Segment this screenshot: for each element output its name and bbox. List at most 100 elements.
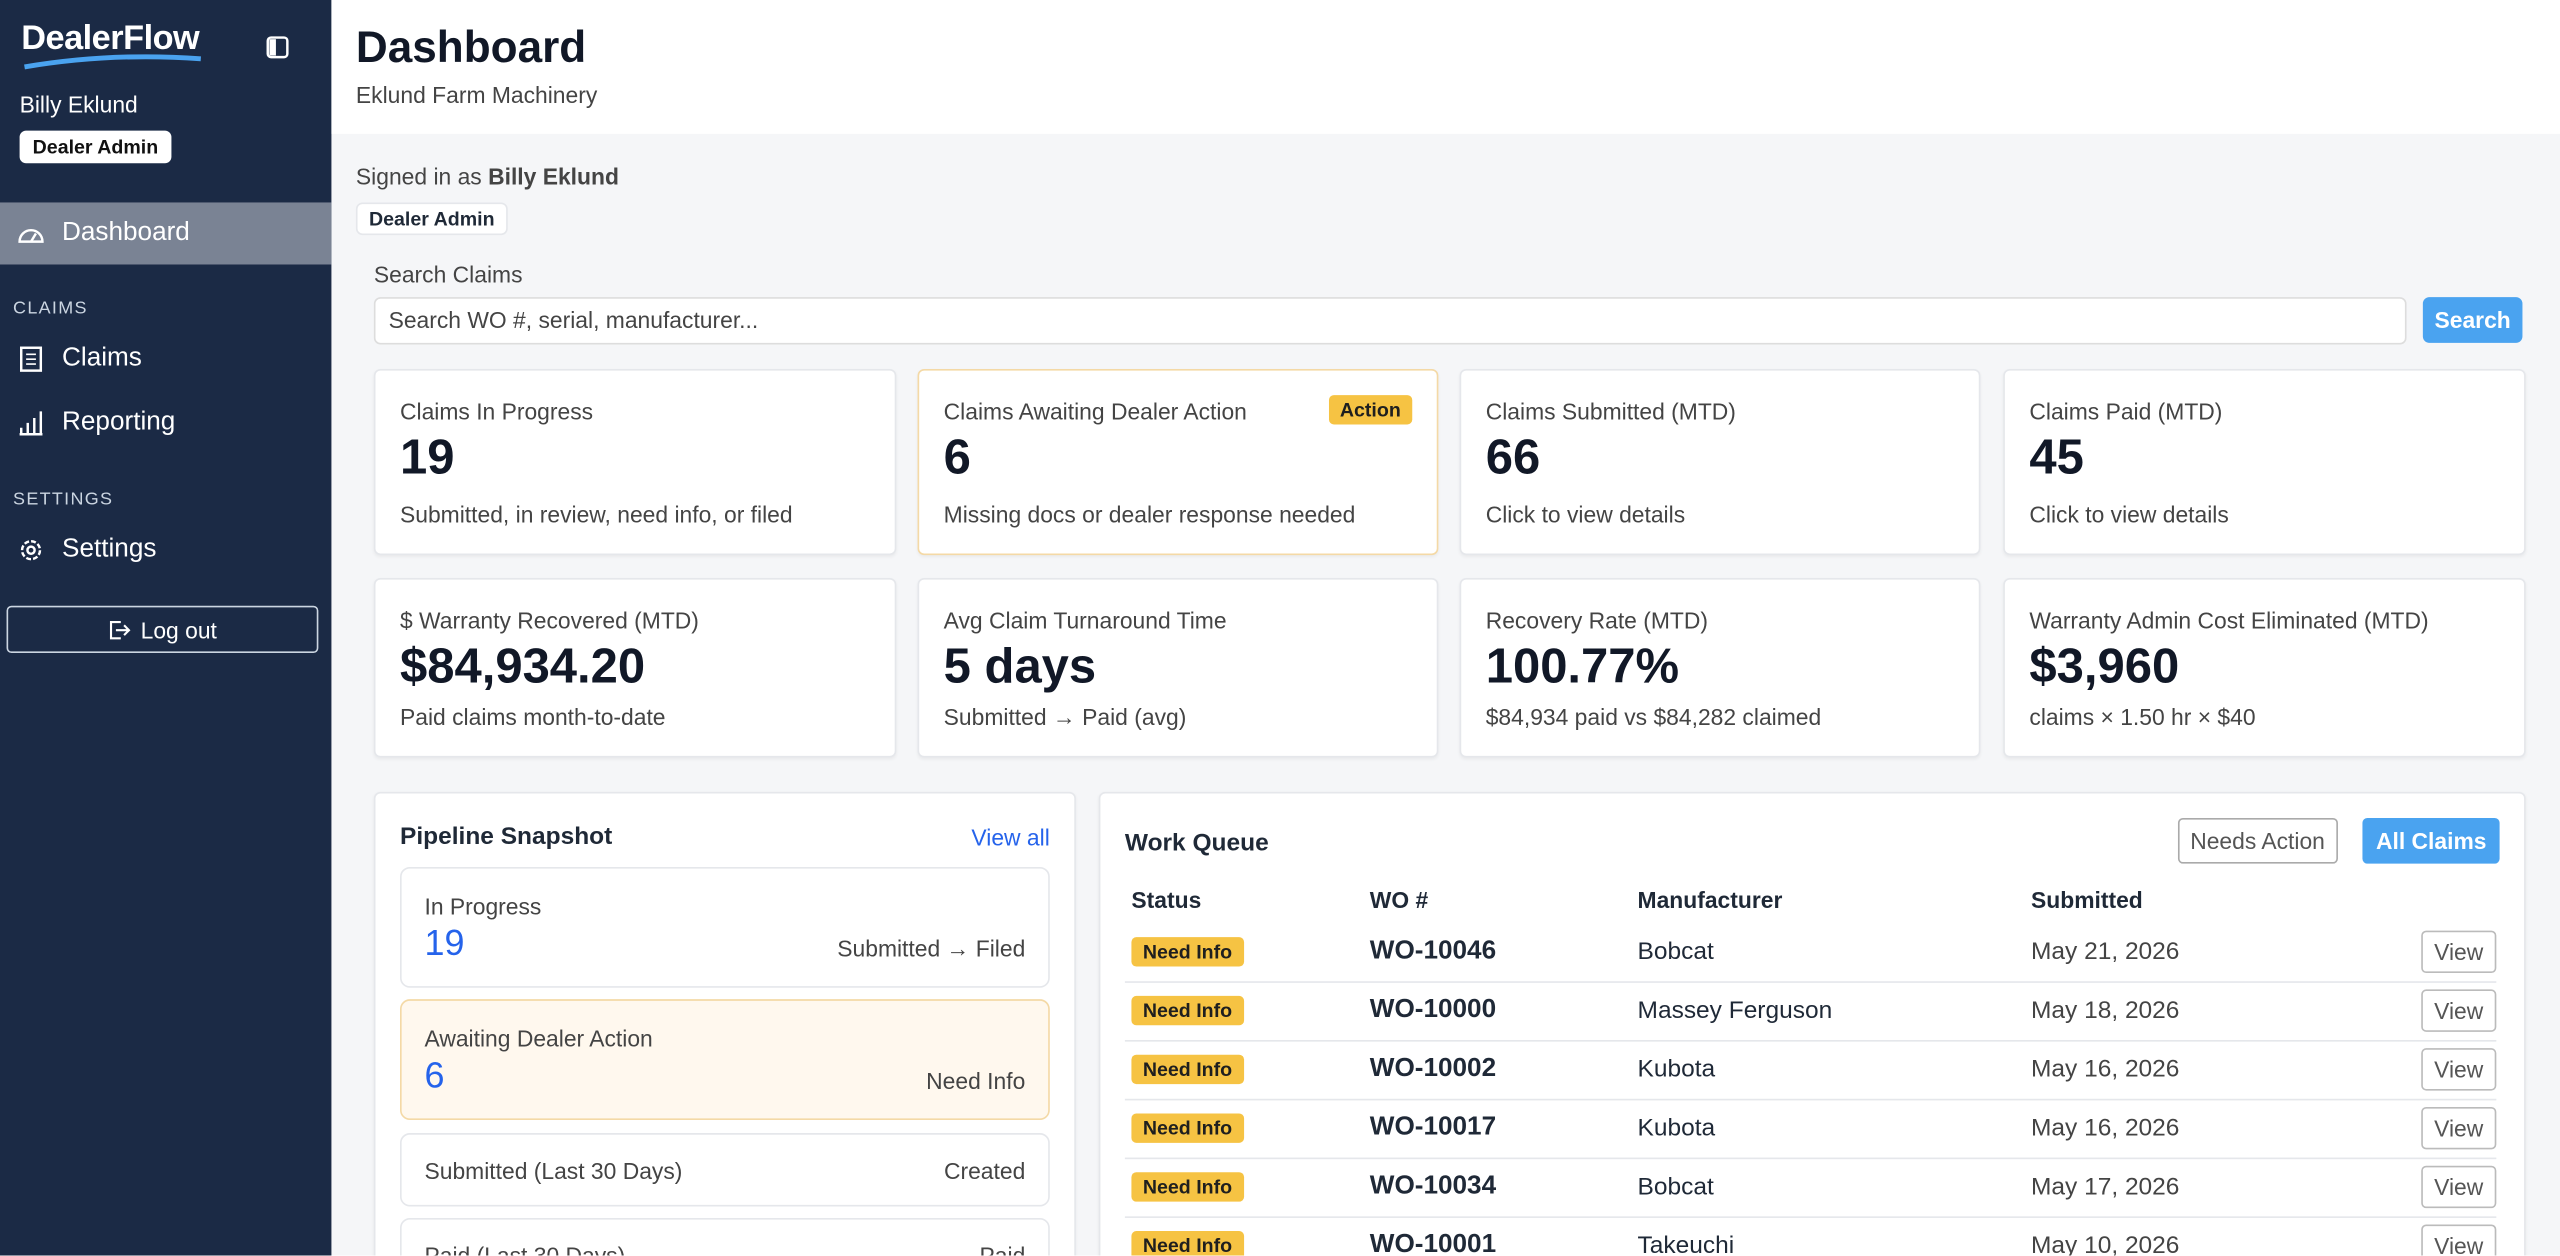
view-button[interactable]: View xyxy=(2421,1048,2497,1091)
kpi-card[interactable]: Claims Submitted (MTD) 66 Click to view de… xyxy=(1459,368,1981,556)
nav-item[interactable]: Reporting xyxy=(0,392,331,454)
pipeline-label: Paid (Last 30 Days) xyxy=(424,1242,625,1255)
kpi-badge: Action xyxy=(1328,395,1413,425)
kpi-value: 19 xyxy=(399,431,455,485)
nav-section: CLAIMS xyxy=(13,298,88,319)
kpi-label: Claims In Progress xyxy=(399,398,594,425)
logout-button[interactable]: Log out xyxy=(6,605,319,654)
kpi-card[interactable]: Claims Paid (MTD) 45 Click to view details xyxy=(2003,368,2526,556)
kpi-value: 45 xyxy=(2029,431,2084,485)
user-name: Billy Eklund xyxy=(19,91,138,118)
view-all-link[interactable]: View all xyxy=(971,824,1050,851)
column-header: WO # xyxy=(1369,886,1429,913)
pipeline-label: In Progress xyxy=(424,893,542,920)
kpi-value: $3,960 xyxy=(2029,640,2180,694)
column-header: Manufacturer xyxy=(1637,886,1783,913)
kpi-card[interactable]: $ Warranty Recovered (MTD) $84,934.20 Paid… xyxy=(373,577,897,758)
nav-item[interactable]: Claims xyxy=(0,328,331,390)
kpi-note: Submitted → Paid (avg) xyxy=(943,703,1187,730)
table-row: Need Info WO-10034 Bobcat May 17, 2026 View xyxy=(1124,1158,2497,1218)
status-badge: Need Info xyxy=(1131,937,1244,967)
wo-number: WO-10017 xyxy=(1369,1113,1497,1142)
search-button[interactable]: Search xyxy=(2422,297,2523,343)
kpi-label: Avg Claim Turnaround Time xyxy=(943,607,1227,634)
wo-number: WO-10034 xyxy=(1369,1172,1497,1200)
icon xyxy=(18,229,44,243)
pipeline-item[interactable]: Paid (Last 30 Days) Paid xyxy=(399,1217,1050,1256)
kpi-card[interactable]: Claims Awaiting Dealer Action 6 Missing do… xyxy=(917,368,1439,556)
column-header: Status xyxy=(1131,886,1202,913)
kpi-label: Claims Paid (MTD) xyxy=(2029,398,2223,425)
kpi-note: Submitted, in review, need info, or file… xyxy=(399,501,793,528)
view-button[interactable]: View xyxy=(2421,989,2497,1032)
search-input[interactable]: Search WO #, serial, manufacturer... xyxy=(373,297,2407,345)
page-subtitle: Eklund Farm Machinery xyxy=(355,81,598,108)
nav-label: Settings xyxy=(62,535,157,564)
view-button[interactable]: View xyxy=(2421,930,2497,974)
kpi-value: 6 xyxy=(943,431,971,485)
submitted-date: May 17, 2026 xyxy=(2031,1173,2180,1201)
pipeline-item[interactable]: In Progress 19 Submitted → Filed xyxy=(399,866,1050,988)
icon xyxy=(19,411,43,436)
collapse-toggle[interactable] xyxy=(266,36,289,59)
pipeline-label: Awaiting Dealer Action xyxy=(424,1025,653,1052)
kpi-card[interactable]: Recovery Rate (MTD) 100.77% $84,934 paid v… xyxy=(1459,577,1981,758)
nav-item[interactable]: Settings xyxy=(0,519,331,581)
submitted-date: May 21, 2026 xyxy=(2031,937,2180,966)
sidebar: DealerFlow Billy Eklund Dealer Admin Das… xyxy=(0,0,332,1256)
kpi-label: Claims Awaiting Dealer Action xyxy=(943,398,1247,425)
pipeline-value: 19 xyxy=(424,922,465,964)
pipeline-note: Created xyxy=(943,1157,1026,1184)
wo-number: WO-10001 xyxy=(1369,1231,1497,1256)
pipeline-note: Paid xyxy=(980,1242,1026,1255)
role-badge: Dealer Admin xyxy=(355,202,508,236)
icon xyxy=(110,620,131,639)
kpi-note: claims × 1.50 hr × $40 xyxy=(2029,703,2256,730)
manufacturer: Bobcat xyxy=(1637,937,1714,966)
filter-button[interactable]: Needs Action xyxy=(2177,817,2338,864)
kpi-note: $84,934 paid vs $84,282 claimed xyxy=(1485,703,1822,730)
manufacturer: Kubota xyxy=(1637,1055,1716,1084)
pipeline-value: 6 xyxy=(424,1054,445,1096)
panel-title: Pipeline Snapshot xyxy=(399,822,613,851)
role-badge: Dealer Admin xyxy=(19,130,172,164)
kpi-card[interactable]: Claims In Progress 19 Submitted, in review… xyxy=(373,368,897,556)
nav-item[interactable]: Dashboard xyxy=(0,202,332,265)
pipeline-panel: Pipeline Snapshot View all In Progress 19… xyxy=(373,791,1076,1256)
submitted-date: May 10, 2026 xyxy=(2031,1231,2180,1256)
table-row: Need Info WO-10017 Kubota May 16, 2026 View xyxy=(1124,1099,2497,1160)
kpi-label: $ Warranty Recovered (MTD) xyxy=(399,607,699,634)
pipeline-item[interactable]: Submitted (Last 30 Days) Created xyxy=(399,1133,1050,1207)
icon xyxy=(20,539,42,561)
pipeline-item[interactable]: Awaiting Dealer Action 6 Need Info xyxy=(399,999,1050,1120)
wo-number: WO-10000 xyxy=(1369,995,1497,1024)
kpi-value: $84,934.20 xyxy=(399,640,646,694)
view-button[interactable]: View xyxy=(2421,1106,2497,1150)
table-row: Need Info WO-10000 Massey Ferguson May 18, … xyxy=(1124,981,2497,1042)
filter-button[interactable]: All Claims xyxy=(2362,817,2500,864)
view-button[interactable]: View xyxy=(2421,1165,2497,1209)
pipeline-note: Need Info xyxy=(926,1067,1026,1094)
manufacturer: Kubota xyxy=(1637,1114,1716,1143)
kpi-card[interactable]: Warranty Admin Cost Eliminated (MTD) $3,9… xyxy=(2003,577,2526,758)
manufacturer: Takeuchi xyxy=(1637,1231,1735,1256)
column-header: Submitted xyxy=(2031,886,2143,913)
kpi-label: Warranty Admin Cost Eliminated (MTD) xyxy=(2029,607,2429,634)
signed-in-prefix: Signed in as xyxy=(355,163,482,190)
header: Dashboard Eklund Farm Machinery xyxy=(331,0,2560,134)
status-badge: Need Info xyxy=(1131,995,1244,1026)
nav-label: Reporting xyxy=(62,408,176,436)
search-label: Search Claims xyxy=(373,261,523,288)
submitted-date: May 16, 2026 xyxy=(2031,1114,2180,1143)
view-button[interactable]: View xyxy=(2421,1224,2497,1256)
wo-number: WO-10046 xyxy=(1369,937,1497,965)
table-row: Need Info WO-10002 Kubota May 16, 2026 View xyxy=(1124,1040,2497,1101)
nav-section: SETTINGS xyxy=(13,489,114,510)
table-row: Need Info WO-10046 Bobcat May 21, 2026 View xyxy=(1124,922,2497,983)
kpi-note: Click to view details xyxy=(2029,501,2229,528)
kpi-card[interactable]: Avg Claim Turnaround Time 5 days Submitted… xyxy=(917,577,1439,758)
signed-in-name: Billy Eklund xyxy=(488,163,619,190)
